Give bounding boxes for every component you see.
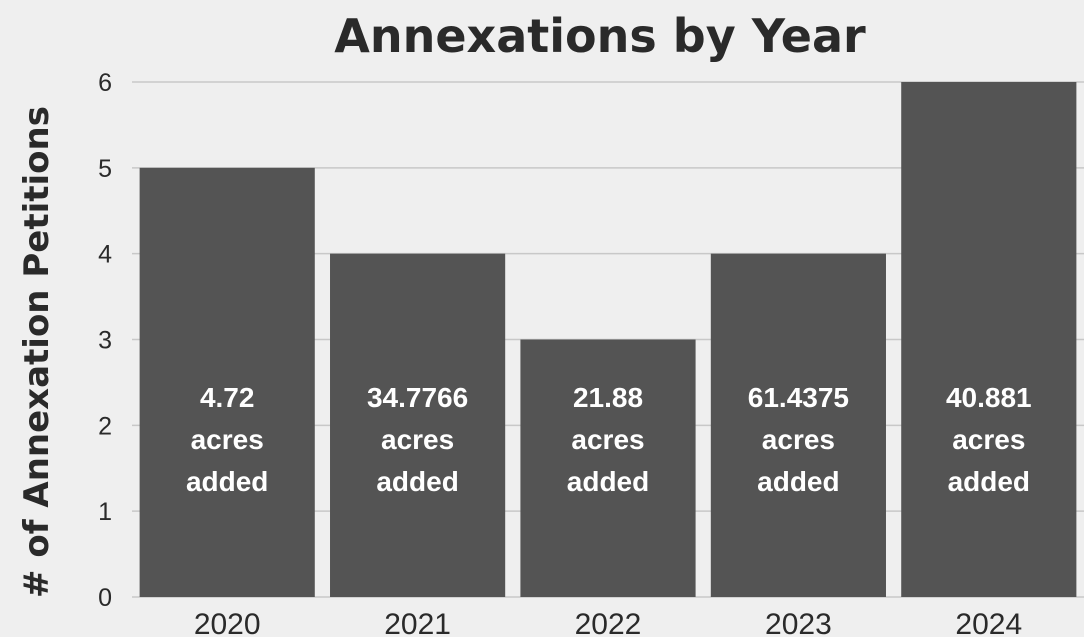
y-tick-label: 3 <box>98 327 112 355</box>
data-label-line: 34.7766 <box>367 382 468 413</box>
data-label-line: added <box>757 466 839 497</box>
x-tick-label-2021: 2021 <box>384 608 451 637</box>
data-label-line: added <box>948 466 1030 497</box>
y-tick-label: 5 <box>98 155 112 183</box>
data-label-line: added <box>567 466 649 497</box>
data-label-line: acres <box>381 424 454 455</box>
data-label-line: acres <box>191 424 264 455</box>
bar-2024 <box>901 82 1077 597</box>
y-tick-label: 6 <box>98 69 112 97</box>
x-tick-label-2024: 2024 <box>955 608 1022 637</box>
bar-2021 <box>330 253 506 597</box>
data-label-2020: 4.72 acres added <box>186 382 268 497</box>
bar-2022 <box>520 339 696 597</box>
y-axis-label: # of Annexation Petitions <box>17 106 57 598</box>
data-label-line: acres <box>571 424 644 455</box>
data-label-line: 21.88 <box>573 382 643 413</box>
bars <box>139 82 1077 598</box>
data-label-line: 4.72 <box>200 382 255 413</box>
data-label-2024: 40.881 acres added <box>946 382 1032 497</box>
x-tick-label-2020: 2020 <box>194 608 261 637</box>
data-label-2021: 34.7766 acres added <box>367 382 468 497</box>
x-tick-label-2023: 2023 <box>765 608 832 637</box>
data-label-2022: 21.88 acres added <box>567 382 649 497</box>
y-tick-label: 4 <box>98 241 112 269</box>
chart-title: Annexations by Year <box>334 9 866 63</box>
y-axis-ticks: 0 1 2 3 4 5 6 <box>98 69 112 612</box>
y-tick-label: 2 <box>98 412 112 440</box>
data-label-2023: 61.4375 acres added <box>748 382 849 497</box>
bar-2023 <box>710 253 886 597</box>
data-label-line: added <box>186 466 268 497</box>
y-tick-label: 0 <box>98 584 112 612</box>
bar-2020 <box>139 167 315 598</box>
y-tick-label: 1 <box>98 498 112 526</box>
data-label-line: 61.4375 <box>748 382 849 413</box>
data-labels: 4.72 acres added 34.7766 acres added 21.88 acre… <box>186 382 1032 497</box>
data-label-line: acres <box>762 424 835 455</box>
data-label-line: acres <box>952 424 1025 455</box>
x-axis-ticks: 2020 2021 2022 2023 2024 <box>194 608 1022 637</box>
data-label-line: added <box>376 466 458 497</box>
x-tick-label-2022: 2022 <box>575 608 642 637</box>
data-label-line: 40.881 <box>946 382 1032 413</box>
